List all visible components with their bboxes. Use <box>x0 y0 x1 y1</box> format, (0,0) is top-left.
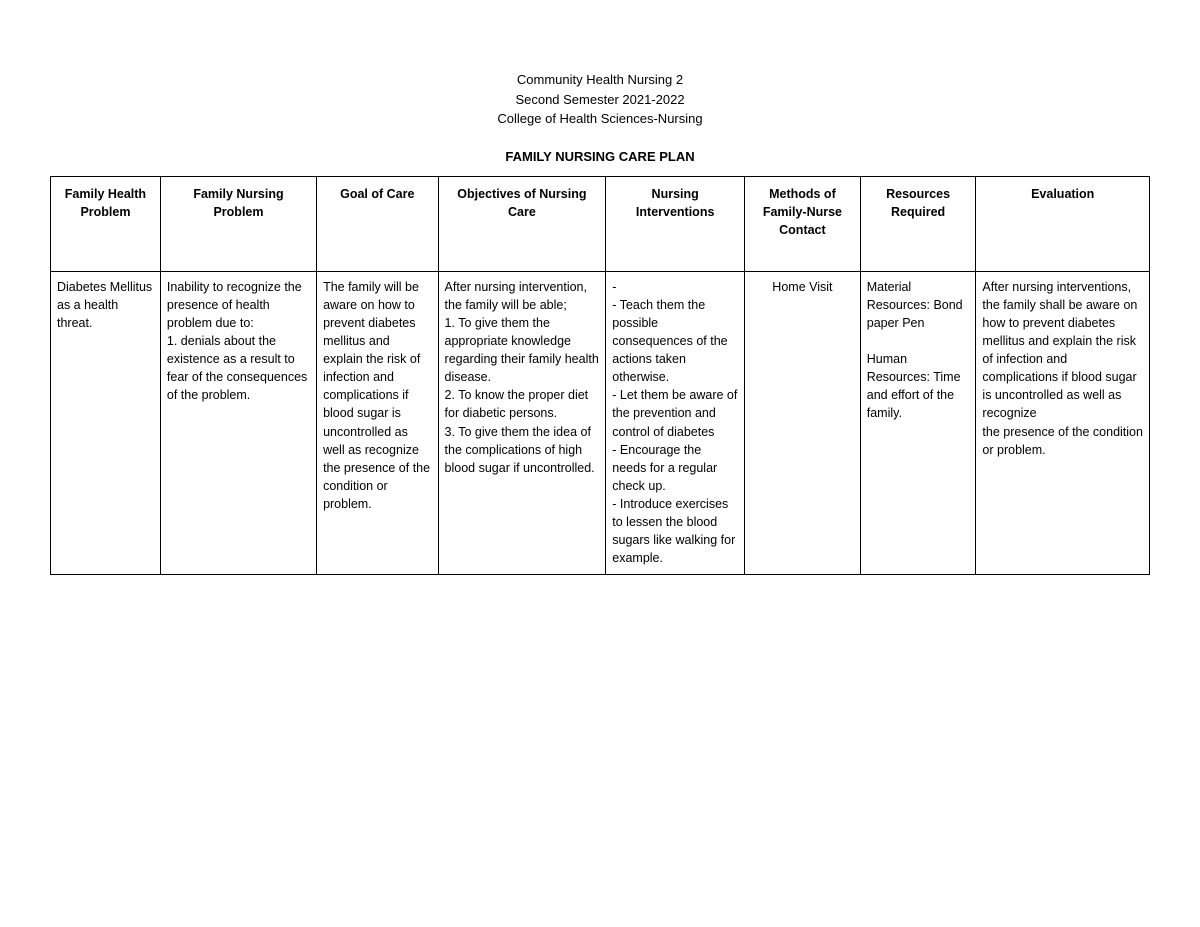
header-line-1: Community Health Nursing 2 <box>50 70 1150 90</box>
cell-interventions: - - Teach them the possible consequences… <box>606 271 745 574</box>
col-header-resources: Resources Required <box>860 176 976 271</box>
cell-family-health-problem: Diabetes Mellitus as a health threat. <box>51 271 161 574</box>
cell-family-nursing-problem: Inability to recognize the presence of h… <box>160 271 316 574</box>
col-header-objectives: Objectives of Nursing Care <box>438 176 606 271</box>
col-header-methods: Methods of Family-Nurse Contact <box>745 176 861 271</box>
col-header-goal-of-care: Goal of Care <box>317 176 438 271</box>
table-header-row: Family Health Problem Family Nursing Pro… <box>51 176 1150 271</box>
section-title: FAMILY NURSING CARE PLAN <box>50 149 1150 164</box>
cell-methods: Home Visit <box>745 271 861 574</box>
col-header-evaluation: Evaluation <box>976 176 1150 271</box>
header-line-3: College of Health Sciences-Nursing <box>50 109 1150 129</box>
col-header-family-health-problem: Family Health Problem <box>51 176 161 271</box>
header-line-2: Second Semester 2021-2022 <box>50 90 1150 110</box>
cell-evaluation: After nursing interventions, the family … <box>976 271 1150 574</box>
table-row: Diabetes Mellitus as a health threat. In… <box>51 271 1150 574</box>
cell-goal-of-care: The family will be aware on how to preve… <box>317 271 438 574</box>
cell-objectives: After nursing intervention, the family w… <box>438 271 606 574</box>
col-header-family-nursing-problem: Family Nursing Problem <box>160 176 316 271</box>
col-header-interventions: Nursing Interventions <box>606 176 745 271</box>
document-header: Community Health Nursing 2 Second Semest… <box>50 70 1150 129</box>
care-plan-table: Family Health Problem Family Nursing Pro… <box>50 176 1150 575</box>
cell-resources: Material Resources: Bond paper Pen Human… <box>860 271 976 574</box>
